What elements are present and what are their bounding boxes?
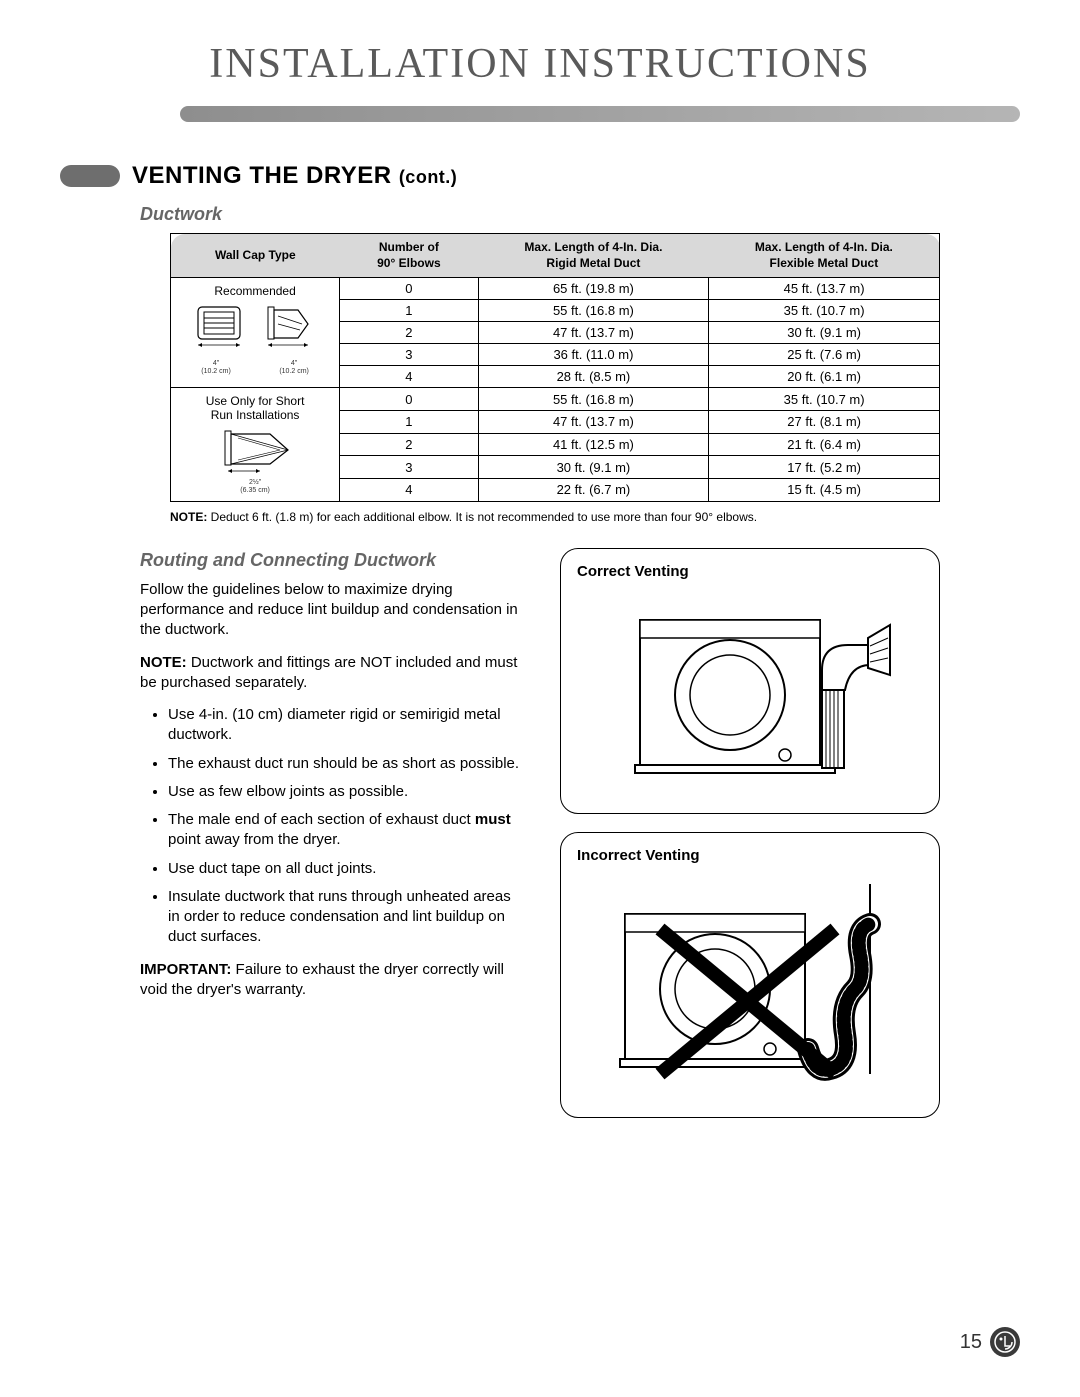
routing-bullets: Use 4-in. (10 cm) diameter rigid or semi… [168,705,524,948]
incorrect-vent-diagram [577,874,923,1099]
ductwork-table-wrap: Wall Cap Type Number of 90° Elbows Max. … [170,233,940,502]
cap-diagram-recommended: 4"(10.2 cm) 4"(10.2 cm) [177,302,333,375]
table-cell: 41 ft. (12.5 m) [478,433,709,456]
ductwork-table: Wall Cap Type Number of 90° Elbows Max. … [170,233,940,502]
ductwork-heading: Ductwork [140,204,1020,225]
table-cell: 0 [340,278,478,300]
table-cell: 0 [340,388,478,411]
list-item: The exhaust duct run should be as short … [168,754,524,774]
table-cell: 25 ft. (7.6 m) [709,344,940,366]
table-cell: 2 [340,433,478,456]
table-cell: 4 [340,478,478,501]
table-note-text: Deduct 6 ft. (1.8 m) for each additional… [207,510,757,524]
table-cell: 27 ft. (8.1 m) [709,410,940,433]
table-cell: 15 ft. (4.5 m) [709,478,940,501]
table-cell: 1 [340,410,478,433]
table-cell: 36 ft. (11.0 m) [478,344,709,366]
table-cell: 35 ft. (10.7 m) [709,300,940,322]
section-cont: (cont.) [399,167,457,187]
table-cell: 17 ft. (5.2 m) [709,456,940,479]
list-item: The male end of each section of exhaust … [168,810,524,851]
table-row: Recommended 4"(10.2 cm) 4"(10.2 cm) 0 [171,278,940,300]
table-row: Use Only for Short Run Installations 2½"… [171,388,940,411]
table-note-label: NOTE: [170,510,207,524]
table-cell: 20 ft. (6.1 m) [709,366,940,388]
routing-important: IMPORTANT: Failure to exhaust the dryer … [140,960,524,1001]
th-flex: Max. Length of 4-In. Dia. Flexible Metal… [709,234,940,278]
table-cell: 45 ft. (13.7 m) [709,278,940,300]
th-rigid: Max. Length of 4-In. Dia. Rigid Metal Du… [478,234,709,278]
list-item: Insulate ductwork that runs through unhe… [168,887,524,948]
page-number-block: 15 [960,1327,1020,1357]
table-cell: 55 ft. (16.8 m) [478,300,709,322]
cap-cell-recommended: Recommended 4"(10.2 cm) 4"(10.2 cm) [171,278,340,388]
table-cell: 3 [340,456,478,479]
title-bar [180,106,1020,122]
table-cell: 2 [340,322,478,344]
bullet-bar [60,165,120,187]
list-item: Use 4-in. (10 cm) diameter rigid or semi… [168,705,524,746]
table-cell: 22 ft. (6.7 m) [478,478,709,501]
cap-label: Use Only for Short Run Installations [177,394,333,422]
two-col: Routing and Connecting Ductwork Follow t… [140,548,940,1136]
page-number: 15 [960,1331,982,1354]
table-cell: 47 ft. (13.7 m) [478,322,709,344]
table-cell: 3 [340,344,478,366]
table-cell: 65 ft. (19.8 m) [478,278,709,300]
table-cell: 4 [340,366,478,388]
routing-note: NOTE: Ductwork and fittings are NOT incl… [140,653,524,694]
routing-intro: Follow the guidelines below to maximize … [140,580,524,641]
table-cell: 55 ft. (16.8 m) [478,388,709,411]
incorrect-vent-box: Incorrect Venting [560,832,940,1118]
correct-vent-box: Correct Venting [560,548,940,814]
section-title-text: VENTING THE DRYER [132,162,392,189]
right-col: Correct Venting [560,548,940,1136]
cap-cell-short: Use Only for Short Run Installations 2½"… [171,388,340,501]
th-wall-cap: Wall Cap Type [171,234,340,278]
table-cell: 21 ft. (6.4 m) [709,433,940,456]
list-item: Use as few elbow joints as possible. [168,782,524,802]
list-item: Use duct tape on all duct joints. [168,859,524,879]
table-cell: 28 ft. (8.5 m) [478,366,709,388]
section-header-row: VENTING THE DRYER (cont.) [60,162,1020,190]
lg-logo-icon [990,1327,1020,1357]
table-cell: 1 [340,300,478,322]
cap-label: Recommended [177,284,333,298]
table-note: NOTE: Deduct 6 ft. (1.8 m) for each addi… [170,510,940,524]
table-cell: 30 ft. (9.1 m) [478,456,709,479]
table-cell: 35 ft. (10.7 m) [709,388,940,411]
incorrect-vent-title: Incorrect Venting [577,847,923,864]
table-header-row: Wall Cap Type Number of 90° Elbows Max. … [171,234,940,278]
table-cell: 30 ft. (9.1 m) [709,322,940,344]
page-title: INSTALLATION INSTRUCTIONS [60,40,1020,88]
left-col: Routing and Connecting Ductwork Follow t… [140,548,524,1136]
routing-heading: Routing and Connecting Ductwork [140,548,524,572]
correct-vent-title: Correct Venting [577,563,923,580]
cap-diagram-short: 2½"(6.35 cm) [177,426,333,494]
section-header: VENTING THE DRYER (cont.) [132,162,457,190]
th-elbows: Number of 90° Elbows [340,234,478,278]
table-cell: 47 ft. (13.7 m) [478,410,709,433]
correct-vent-diagram [577,590,923,795]
